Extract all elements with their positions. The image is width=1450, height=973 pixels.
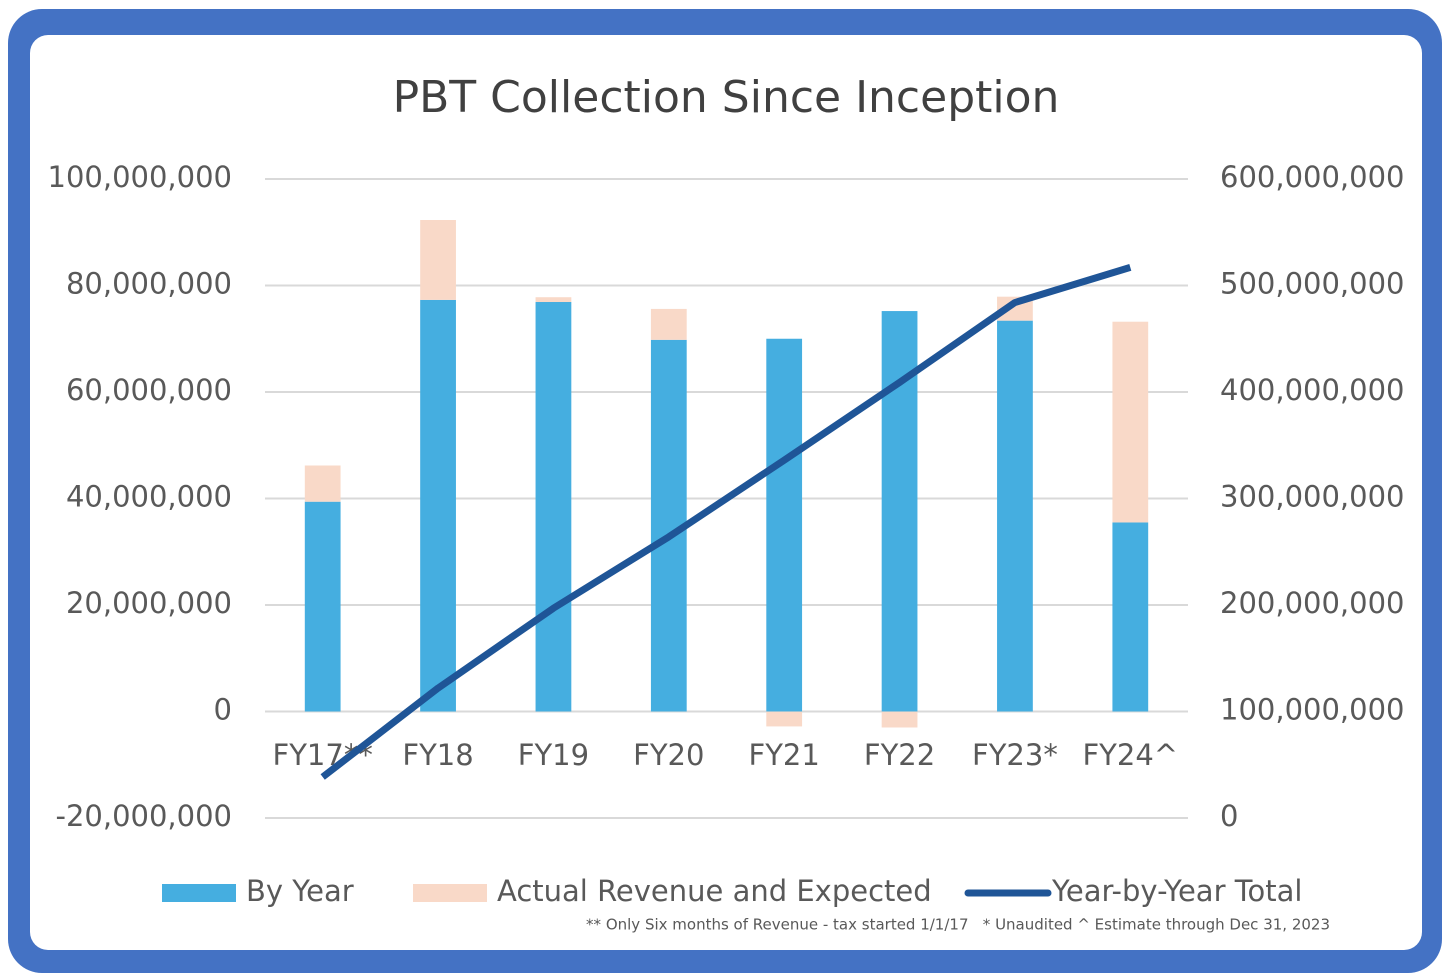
y2-tick-label: 300,000,000 [1220, 480, 1405, 514]
x-tick-label: FY21 [749, 738, 820, 772]
legend-swatch [413, 884, 487, 902]
x-tick-label: FY23* [972, 738, 1058, 772]
x-tick-label: FY22 [864, 738, 935, 772]
y-tick-label: 100,000,000 [48, 160, 233, 194]
bar [650, 308, 687, 340]
y2-tick-label: 0 [1220, 799, 1238, 833]
bar [535, 302, 572, 712]
bar [304, 501, 341, 712]
bar [1112, 522, 1149, 712]
footnote: ** Only Six months of Revenue - tax star… [586, 916, 1330, 934]
bar [997, 320, 1033, 712]
bar [766, 338, 803, 712]
panel [30, 35, 1422, 950]
line [320, 264, 1132, 780]
x-tick-label: FY20 [633, 738, 704, 772]
bar [535, 297, 572, 303]
y-tick-label: 60,000,000 [66, 373, 232, 407]
y2-tick-label: 400,000,000 [1220, 373, 1405, 407]
y-tick-label: 20,000,000 [66, 586, 232, 620]
bar [1112, 321, 1149, 523]
y2-tick-label: 600,000,000 [1220, 160, 1405, 194]
bar [420, 299, 456, 712]
legend-swatch [162, 884, 236, 902]
y-tick-label: -20,000,000 [55, 799, 232, 833]
legend-label: Year-by-Year Total [1051, 874, 1302, 908]
x-tick-label: FY24^ [1083, 738, 1179, 772]
y2-tick-label: 500,000,000 [1220, 267, 1405, 301]
y2-tick-label: 200,000,000 [1220, 586, 1405, 620]
bar [420, 220, 456, 300]
y-tick-label: 0 [214, 693, 232, 727]
legend-label: By Year [246, 874, 354, 908]
x-tick-label: FY17** [273, 738, 373, 772]
y2-tick-label: 100,000,000 [1220, 693, 1405, 727]
bar [881, 711, 918, 728]
x-tick-label: FY19 [518, 738, 589, 772]
bar [766, 711, 803, 727]
x-tick-label: FY18 [402, 738, 473, 772]
legend-label: Actual Revenue and Expected [497, 874, 932, 908]
y-tick-label: 80,000,000 [66, 267, 232, 301]
y-tick-label: 40,000,000 [66, 480, 232, 514]
chart-title: PBT Collection Since Inception [393, 72, 1060, 123]
bar [304, 465, 341, 502]
